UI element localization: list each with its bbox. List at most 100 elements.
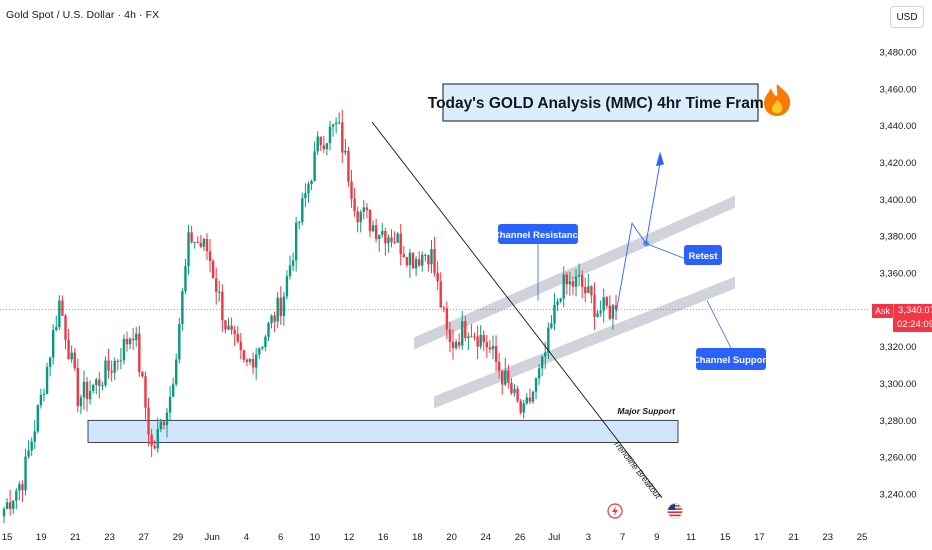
candle-body xyxy=(439,281,442,308)
retest-label: Retest xyxy=(684,245,722,265)
price-tick-label: 3,420.00 xyxy=(880,158,917,169)
candle-body xyxy=(199,242,203,247)
candle-body xyxy=(316,136,319,152)
candle-body xyxy=(141,372,144,377)
candle-body xyxy=(248,359,252,363)
candle-body xyxy=(334,122,338,125)
candle-body xyxy=(516,388,519,401)
candle-body xyxy=(307,184,310,194)
candle-body xyxy=(596,313,599,317)
time-tick-label: 17 xyxy=(754,532,765,543)
candle-body xyxy=(436,272,439,282)
candle-body xyxy=(165,412,169,425)
candle-body xyxy=(328,126,332,144)
candle-body xyxy=(270,315,273,324)
candle-body xyxy=(2,508,6,517)
lightning-icon[interactable] xyxy=(607,503,623,519)
candle-body xyxy=(448,329,452,343)
candle-body xyxy=(417,259,421,266)
ask-label: Ask xyxy=(872,304,894,318)
candle-body xyxy=(553,304,556,324)
time-tick-label: 6 xyxy=(278,532,283,543)
candle-body xyxy=(571,280,575,287)
candles xyxy=(2,109,618,524)
candle-body xyxy=(377,234,381,240)
us-flag-icon[interactable] xyxy=(667,503,683,519)
candle-body xyxy=(113,360,116,373)
candle-body xyxy=(144,376,147,408)
price-tick-label: 3,480.00 xyxy=(880,48,917,59)
candle-body xyxy=(304,193,307,199)
candle-body xyxy=(273,315,276,322)
candle-body xyxy=(175,359,178,385)
candle-body xyxy=(421,254,424,266)
candle-body xyxy=(73,352,76,368)
candle-body xyxy=(599,310,602,314)
candle-body xyxy=(338,122,341,124)
candle-body xyxy=(427,255,430,265)
candle-body xyxy=(319,136,322,146)
candle-body xyxy=(510,382,513,394)
candle-body xyxy=(245,359,249,363)
candle-body xyxy=(371,225,375,232)
candle-body xyxy=(242,350,246,360)
candle-body xyxy=(267,323,270,337)
candle-body xyxy=(251,359,255,368)
candle-body xyxy=(445,308,449,330)
svg-text:Channel Support: Channel Support xyxy=(693,355,770,366)
candle-body xyxy=(264,336,267,348)
candle-body xyxy=(476,336,479,347)
candle-body xyxy=(42,393,46,395)
projection-arrow-head xyxy=(656,151,664,167)
time-tick-label: 24 xyxy=(481,532,492,543)
price-tick-label: 3,400.00 xyxy=(880,195,917,206)
candle-body xyxy=(285,276,289,297)
candle-body xyxy=(577,275,581,277)
candle-body xyxy=(405,257,409,266)
candle-body xyxy=(368,210,372,232)
projection-path xyxy=(615,162,661,314)
candle-body xyxy=(193,241,196,243)
candle-body xyxy=(218,291,221,293)
currency-button[interactable]: USD xyxy=(890,6,924,28)
candle-body xyxy=(70,352,73,360)
last-price-value: 3,340.07 xyxy=(893,304,932,318)
candle-body xyxy=(236,333,239,342)
candle-body xyxy=(15,490,18,501)
candle-body xyxy=(568,280,572,285)
channel-resistance-label: Channel Resistance xyxy=(493,224,583,244)
time-tick-label: 26 xyxy=(515,532,526,543)
candle-body xyxy=(473,336,476,338)
price-tick-label: 3,440.00 xyxy=(880,121,917,132)
candle-body xyxy=(76,367,80,407)
candle-body xyxy=(347,150,350,182)
candle-body xyxy=(562,274,565,299)
price-tick-label: 3,380.00 xyxy=(880,232,917,243)
svg-text:Channel Resistance: Channel Resistance xyxy=(493,230,583,241)
candle-body xyxy=(254,354,258,368)
candle-body xyxy=(344,150,347,153)
major-support-label: Major Support xyxy=(617,406,676,416)
candle-body xyxy=(79,397,83,407)
candle-body xyxy=(45,366,49,394)
candle-body xyxy=(104,360,107,386)
candle-body xyxy=(482,334,485,343)
candle-body xyxy=(24,456,27,491)
candle-body xyxy=(408,252,412,266)
candle-body xyxy=(485,342,489,348)
candle-body xyxy=(519,400,522,413)
time-tick-label: 18 xyxy=(412,532,423,543)
candle-body xyxy=(301,198,304,223)
price-tick-label: 3,280.00 xyxy=(880,416,917,427)
candle-body xyxy=(91,385,95,391)
candle-body xyxy=(356,211,359,223)
candle-body xyxy=(593,295,596,317)
candle-body xyxy=(224,320,227,330)
candle-body xyxy=(95,379,98,386)
time-tick-label: 23 xyxy=(104,532,115,543)
candle-body xyxy=(64,315,67,340)
candle-body xyxy=(101,385,104,387)
support-connector xyxy=(706,300,732,349)
bar-countdown: 02:24:09 xyxy=(893,318,932,332)
